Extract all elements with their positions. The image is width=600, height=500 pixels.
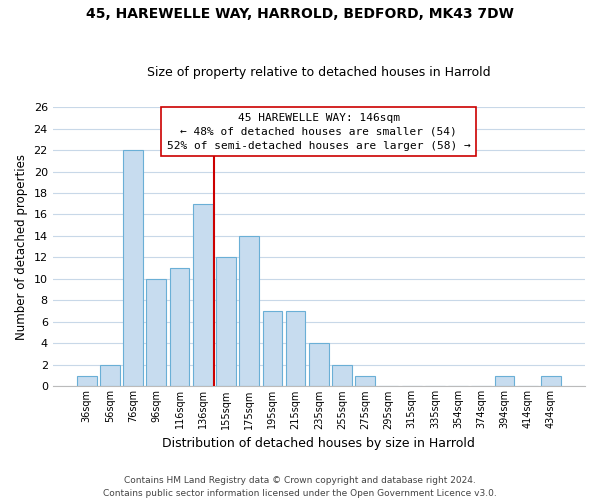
- Bar: [286, 311, 305, 386]
- Bar: [332, 365, 352, 386]
- Bar: [193, 204, 212, 386]
- Bar: [146, 279, 166, 386]
- Y-axis label: Number of detached properties: Number of detached properties: [15, 154, 28, 340]
- Bar: [355, 376, 375, 386]
- Bar: [263, 311, 282, 386]
- Bar: [100, 365, 120, 386]
- Bar: [170, 268, 190, 386]
- Title: Size of property relative to detached houses in Harrold: Size of property relative to detached ho…: [147, 66, 491, 80]
- Bar: [77, 376, 97, 386]
- Bar: [541, 376, 561, 386]
- Bar: [239, 236, 259, 386]
- Bar: [494, 376, 514, 386]
- Bar: [216, 258, 236, 386]
- Text: Contains HM Land Registry data © Crown copyright and database right 2024.
Contai: Contains HM Land Registry data © Crown c…: [103, 476, 497, 498]
- Text: 45 HAREWELLE WAY: 146sqm
← 48% of detached houses are smaller (54)
52% of semi-d: 45 HAREWELLE WAY: 146sqm ← 48% of detach…: [167, 112, 471, 150]
- X-axis label: Distribution of detached houses by size in Harrold: Distribution of detached houses by size …: [163, 437, 475, 450]
- Text: 45, HAREWELLE WAY, HARROLD, BEDFORD, MK43 7DW: 45, HAREWELLE WAY, HARROLD, BEDFORD, MK4…: [86, 8, 514, 22]
- Bar: [309, 344, 329, 386]
- Bar: [123, 150, 143, 386]
